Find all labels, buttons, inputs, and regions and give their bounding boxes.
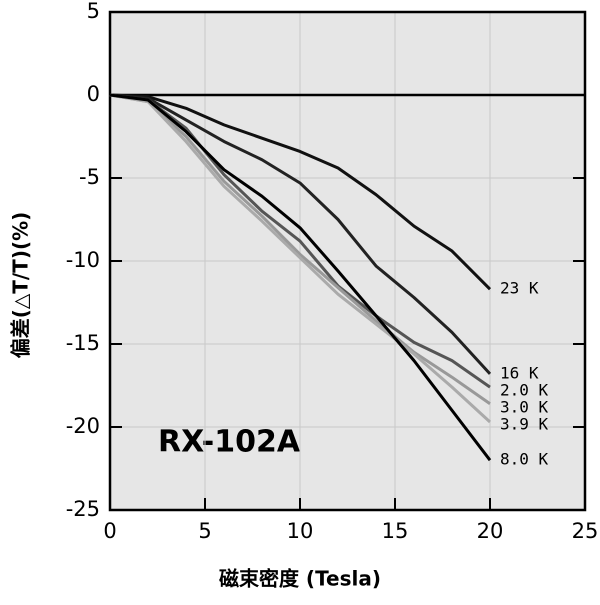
annotation: RX-102A (158, 425, 301, 460)
series-line (109, 93, 492, 462)
x-tick-label: 5 (198, 519, 211, 543)
series-line (109, 93, 491, 389)
series-label: 8.0 K (500, 450, 549, 469)
x-axis-label: 磁束密度 (Tesla) (219, 567, 381, 591)
y-tick-label: -5 (79, 165, 100, 189)
y-tick-label: -25 (66, 497, 100, 521)
series-line (109, 93, 492, 375)
series-label: 23 K (500, 279, 539, 298)
y-tick-label: -10 (66, 248, 100, 272)
x-tick-label: 0 (103, 519, 116, 543)
series-label: 16 K (500, 363, 539, 382)
series-line (109, 93, 491, 405)
series-label: 3.9 K (500, 414, 549, 433)
y-axis-label: 偏差(△T/T)(%) (9, 212, 33, 359)
x-tick-label: 15 (382, 519, 409, 543)
y-tick-label: 5 (87, 0, 100, 23)
y-tick-label: 0 (87, 82, 100, 106)
y-tick-label: -15 (66, 331, 100, 355)
series-label: 2.0 K (500, 380, 549, 399)
series-line (109, 93, 492, 291)
x-tick-label: 20 (477, 519, 504, 543)
series-line (109, 93, 492, 424)
y-tick-label: -20 (66, 414, 100, 438)
series-label: 3.0 K (500, 397, 549, 416)
x-tick-label: 10 (287, 519, 314, 543)
plot-frame (108, 10, 587, 512)
x-tick-label: 25 (572, 519, 599, 543)
